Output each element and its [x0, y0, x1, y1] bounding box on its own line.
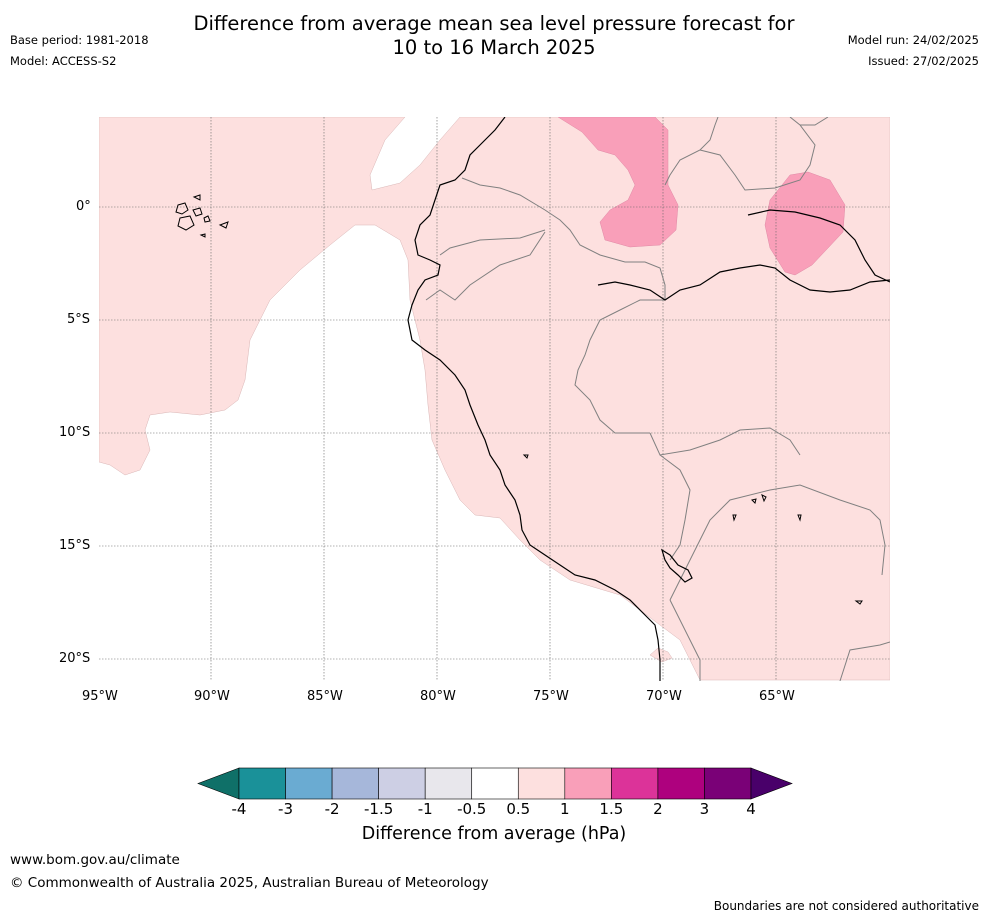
colorbar-segment [564, 767, 612, 800]
meta-left: Base period: 1981-2018 Model: ACCESS-S2 [10, 30, 149, 72]
copyright-notice: © Commonwealth of Australia 2025, Austra… [10, 875, 489, 891]
colorbar-tick-label: -4 [231, 800, 247, 818]
anomaly-patch-south [649, 647, 673, 663]
colorbar-tick-label: -2 [324, 800, 340, 818]
colorbar-tick-label: 1 [560, 800, 570, 818]
lat-label-15s: 15°S [59, 538, 91, 553]
map-title: Difference from average mean sea level p… [0, 12, 988, 60]
country-borders [425, 117, 890, 681]
colorbar-tick-label: -1 [417, 800, 433, 818]
small-lakes [522, 454, 863, 605]
colorbar-tick-label: -1.5 [363, 800, 394, 818]
lat-label-20s: 20°S [59, 651, 91, 666]
colorbar-tick-label: -3 [278, 800, 294, 818]
colorbar-segment [378, 767, 426, 800]
base-period: Base period: 1981-2018 [10, 33, 149, 47]
pacific-coastline [407, 117, 661, 681]
colorbar-segment [517, 767, 566, 800]
title-line-1: Difference from average mean sea level p… [193, 12, 795, 35]
model-name: Model: ACCESS-S2 [10, 54, 117, 68]
lon-label-85w: 85°W [307, 689, 343, 704]
colorbar-tick-label: 4 [746, 800, 756, 818]
meta-right: Model run: 24/02/2025 Issued: 27/02/2025 [848, 30, 979, 72]
colorbar-extend-min [197, 767, 240, 800]
colorbar-extend-max [750, 767, 793, 800]
lat-label-0: 0° [76, 199, 91, 214]
anomaly-1-1.5-region-east [764, 171, 846, 276]
colorbar-tick-label: -0.5 [457, 800, 487, 818]
issued-date: Issued: 27/02/2025 [868, 54, 979, 68]
anomaly-0.5-1-region [99, 117, 890, 681]
colorbar-segment [424, 767, 473, 800]
coastlines [407, 117, 890, 681]
lat-label-5s: 5°S [67, 312, 91, 327]
lon-label-65w: 65°W [759, 689, 795, 704]
colorbar-segment [704, 767, 752, 800]
lon-label-75w: 75°W [533, 689, 569, 704]
boundaries-disclaimer: Boundaries are not considered authoritat… [713, 899, 979, 913]
colorbar-tick-label: 0.5 [506, 800, 531, 818]
colorbar-segment [331, 767, 379, 800]
lon-label-80w: 80°W [420, 689, 456, 704]
lon-label-90w: 90°W [194, 689, 230, 704]
colorbar-label: Difference from average (hPa) [361, 824, 627, 844]
colorbar-tick-label: 3 [699, 800, 710, 818]
website-url[interactable]: www.bom.gov.au/climate [10, 852, 180, 868]
colorbar-segment [611, 767, 659, 800]
title-line-2: 10 to 16 March 2025 [392, 36, 596, 59]
lon-label-95w: 95°W [82, 689, 118, 704]
lat-label-10s: 10°S [59, 425, 91, 440]
colorbar-tick-label: 2 [653, 800, 663, 818]
map-area [99, 117, 890, 681]
colorbar-segment [657, 767, 705, 800]
colorbar-segment [238, 767, 286, 800]
rio-negro [747, 209, 890, 283]
lon-label-70w: 70°W [646, 689, 682, 704]
amazon-river [597, 264, 890, 301]
colorbar [197, 767, 793, 800]
model-run: Model run: 24/02/2025 [847, 33, 979, 47]
colorbar-tick-label: 1.5 [599, 800, 624, 818]
lake-titicaca [660, 548, 693, 583]
colorbar-segment [285, 767, 333, 800]
colorbar-segments [197, 767, 793, 800]
galapagos-islands [175, 194, 229, 238]
colorbar-segment [471, 767, 519, 800]
anomaly-1-1.5-region-west [557, 117, 679, 248]
